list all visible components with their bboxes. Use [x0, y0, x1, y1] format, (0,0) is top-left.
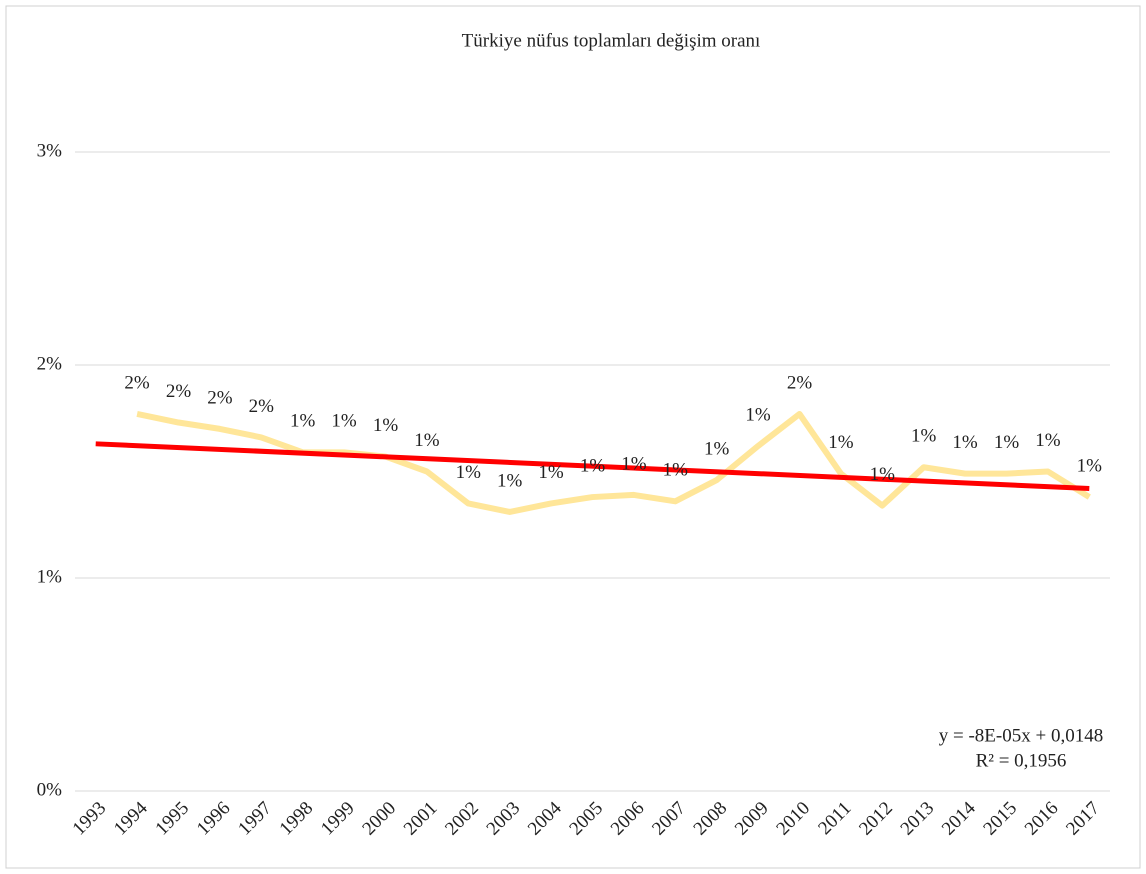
data-label: 1%: [704, 438, 730, 459]
data-label: 1%: [621, 453, 647, 474]
data-label: 2%: [249, 396, 275, 417]
data-label: 1%: [870, 464, 896, 485]
chart-title: Türkiye nüfus toplamları değişim oranı: [462, 30, 761, 51]
data-label: 1%: [373, 415, 399, 436]
trend-line: [95, 441, 1090, 492]
data-label: 1%: [538, 462, 564, 483]
data-label: 1%: [994, 432, 1020, 453]
data-label: 1%: [1035, 430, 1061, 451]
data-label: 1%: [497, 470, 523, 491]
data-label: 1%: [663, 460, 689, 481]
data-label: 1%: [828, 432, 854, 453]
data-label: 1%: [952, 432, 978, 453]
trend-r-squared: R² = 0,1956: [976, 750, 1067, 771]
data-label: 2%: [207, 387, 233, 408]
data-line: [136, 410, 1091, 515]
chart-frame: [5, 5, 1141, 869]
trend-equation: y = -8E-05x + 0,0148: [939, 725, 1103, 746]
data-label: 1%: [911, 426, 937, 447]
data-label: 1%: [1077, 455, 1103, 476]
y-tick-label: 2%: [37, 353, 63, 374]
y-tick-label: 1%: [37, 566, 63, 587]
data-label: 2%: [787, 372, 813, 393]
data-label: 1%: [331, 411, 357, 432]
y-tick-label: 3%: [37, 140, 63, 161]
data-label: 1%: [290, 411, 316, 432]
data-label: 2%: [124, 372, 150, 393]
y-tick-label: 0%: [37, 779, 63, 800]
data-label: 1%: [745, 404, 771, 425]
data-label: 1%: [456, 462, 482, 483]
data-label: 1%: [580, 455, 606, 476]
data-label: 2%: [166, 381, 192, 402]
data-label: 1%: [414, 430, 440, 451]
